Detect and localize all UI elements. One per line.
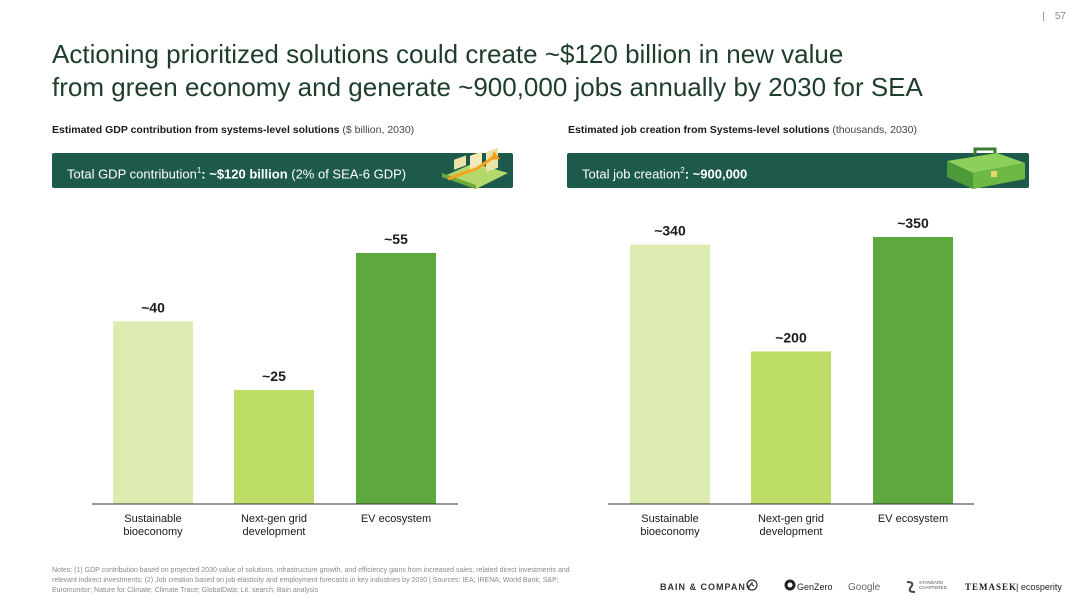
logo-temasek: TEMASEK	[965, 582, 1018, 592]
gdp-bar-3	[356, 253, 436, 504]
gdp-banner-suffix: (2% of SEA-6 GDP)	[287, 166, 407, 182]
jobs-category-label-1-line-2: bioeconomy	[640, 526, 700, 538]
gdp-category-label-2-line-2: development	[243, 526, 306, 538]
jobs-banner-value: : ~900,000	[684, 166, 748, 182]
logo-standard-chartered: STANDARD CHARTERED	[919, 580, 947, 590]
briefcase-icon	[947, 147, 1025, 189]
logo-ecosperity: | ecosperity	[1016, 582, 1062, 592]
gdp-chart-subtitle: Estimated GDP contribution from systems-…	[52, 124, 414, 136]
gdp-banner-prefix: Total GDP contribution	[67, 166, 197, 182]
gdp-category-label-2-line-1: Next-gen grid	[241, 513, 307, 525]
jobs-chart-subtitle: Estimated job creation from Systems-leve…	[568, 124, 917, 136]
gdp-data-label-3: ~55	[384, 231, 408, 247]
jobs-banner-prefix: Total job creation	[582, 166, 681, 182]
jobs-subtitle-bold: Estimated job creation from Systems-leve…	[568, 124, 830, 136]
gdp-total-banner: Total GDP contribution1: ~$120 billion (…	[52, 147, 513, 189]
bain-circle-icon	[746, 579, 758, 593]
logo-genzero: GenZero	[797, 582, 833, 592]
jobs-bar-3	[873, 237, 953, 504]
jobs-data-label-3: ~350	[897, 215, 929, 231]
page-number: | 57	[1042, 11, 1066, 22]
page-title: Actioning prioritized solutions could cr…	[52, 38, 1012, 104]
jobs-category-label-2-line-1: Next-gen grid	[758, 513, 824, 525]
logo-google: Google	[848, 582, 881, 593]
money-stack-growth-icon	[442, 147, 508, 189]
gdp-category-label-1-line-1: Sustainable	[124, 513, 182, 525]
genzero-icon	[784, 579, 796, 593]
logo-ecosperity-text: ecosperity	[1020, 582, 1062, 592]
gdp-bar-1	[113, 321, 193, 504]
title-line-1: Actioning prioritized solutions could cr…	[52, 39, 844, 69]
jobs-bar-1	[630, 244, 710, 504]
gdp-category-label-3-line-1: EV ecosystem	[361, 513, 431, 525]
jobs-bar-2	[751, 351, 831, 504]
gdp-subtitle-bold: Estimated GDP contribution from systems-…	[52, 124, 340, 136]
jobs-banner-footnote: 2	[680, 166, 685, 175]
notes-sources: Notes: (1) GDP contribution based on pro…	[52, 567, 570, 594]
logo-bain: BAIN & COMPANY	[660, 582, 753, 592]
jobs-data-label-1: ~340	[654, 223, 686, 239]
gdp-category-label-1-line-2: bioeconomy	[123, 526, 183, 538]
jobs-subtitle-unit: (thousands, 2030)	[832, 124, 917, 136]
standard-chartered-icon	[905, 580, 917, 596]
jobs-data-label-2: ~200	[775, 329, 807, 345]
jobs-category-label-3-line-1: EV ecosystem	[878, 513, 948, 525]
gdp-data-label-2: ~25	[262, 368, 286, 384]
jobs-total-banner: Total job creation2: ~900,000	[567, 147, 1029, 189]
gdp-banner-value: : ~$120 billion	[201, 166, 288, 182]
title-line-2: from green economy and generate ~900,000…	[52, 72, 923, 102]
gdp-bar-2	[234, 389, 314, 504]
gdp-data-label-1: ~40	[141, 299, 165, 315]
gdp-subtitle-unit: ($ billion, 2030)	[342, 124, 415, 136]
gdp-banner-footnote: 1	[196, 166, 202, 175]
jobs-category-label-2-line-2: development	[760, 526, 823, 538]
partner-logos: BAIN & COMPANY GenZero Google STANDARD C…	[0, 578, 1080, 602]
jobs-category-label-1-line-1: Sustainable	[641, 513, 699, 525]
